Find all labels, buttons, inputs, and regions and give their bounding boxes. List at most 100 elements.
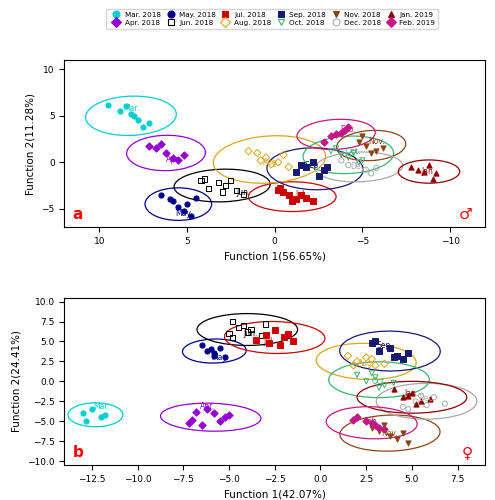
Point (390, 379, 397, 387)
Point (104, 100, 112, 108)
Point (390, 386, 397, 394)
Point (225, 411, 233, 419)
Point (353, 371, 361, 379)
Point (192, 408, 200, 416)
Point (267, 160, 275, 168)
Point (174, 156, 182, 164)
Point (284, 330, 292, 338)
Point (218, 188, 226, 196)
Point (381, 421, 389, 429)
Point (432, 170, 440, 177)
Point (222, 182, 230, 190)
Text: Feb.: Feb. (341, 125, 356, 134)
Point (371, 374, 379, 382)
Point (210, 350, 218, 358)
Point (285, 191, 293, 199)
Point (390, 354, 397, 362)
Point (257, 156, 265, 164)
Point (404, 440, 412, 448)
Point (288, 198, 296, 205)
Point (426, 395, 434, 403)
Point (198, 421, 205, 429)
Text: Mar.: Mar. (93, 402, 109, 411)
Point (127, 110, 135, 118)
Text: Feb.: Feb. (364, 416, 380, 426)
Point (302, 163, 310, 171)
Point (309, 198, 317, 205)
Point (315, 172, 323, 180)
Point (197, 177, 205, 185)
Point (122, 102, 130, 110)
Point (274, 186, 282, 194)
Point (355, 158, 363, 166)
Point (187, 212, 195, 220)
Point (349, 416, 357, 424)
Text: a: a (73, 207, 83, 222)
Point (297, 191, 305, 199)
Point (417, 392, 425, 400)
Point (258, 331, 266, 339)
Point (371, 421, 379, 429)
Point (368, 339, 376, 347)
Point (386, 432, 394, 440)
Point (399, 355, 407, 363)
Point (332, 144, 340, 152)
Text: Oct.: Oct. (346, 146, 361, 156)
Point (404, 392, 412, 400)
Point (414, 166, 422, 173)
Point (292, 196, 299, 203)
Point (367, 149, 375, 157)
Point (358, 132, 366, 140)
Point (189, 416, 197, 424)
Point (375, 424, 383, 432)
X-axis label: Function 1(42.07%): Function 1(42.07%) (224, 490, 326, 500)
Point (394, 352, 401, 360)
Point (221, 413, 229, 421)
Point (430, 394, 438, 402)
Point (165, 196, 173, 203)
Point (203, 347, 211, 355)
Point (274, 158, 282, 166)
Point (134, 116, 142, 124)
Point (262, 154, 270, 162)
Text: May.: May. (175, 209, 192, 218)
Point (145, 142, 152, 150)
Point (232, 186, 240, 194)
Point (353, 358, 361, 366)
Point (320, 138, 328, 146)
Point (320, 166, 328, 173)
Point (180, 206, 188, 214)
Point (441, 400, 449, 407)
Point (145, 119, 152, 127)
Point (216, 344, 224, 352)
Point (289, 338, 297, 345)
Text: May.: May. (211, 353, 228, 362)
Point (252, 336, 260, 344)
Text: Oct.: Oct. (371, 377, 387, 386)
Text: Aug.: Aug. (262, 158, 280, 167)
Text: Sep.: Sep. (305, 160, 322, 170)
Text: Nov.: Nov. (368, 138, 385, 146)
Text: Nov.: Nov. (382, 428, 398, 438)
Point (245, 147, 252, 155)
Point (358, 156, 366, 164)
Point (381, 360, 389, 368)
Text: b: b (73, 444, 84, 460)
Point (323, 163, 331, 171)
Point (375, 384, 383, 392)
Point (253, 149, 261, 157)
Point (349, 362, 357, 370)
Point (355, 138, 363, 146)
Point (203, 405, 211, 413)
Point (362, 142, 370, 150)
Text: Apr.: Apr. (165, 155, 181, 164)
Point (276, 342, 284, 349)
Point (139, 123, 147, 131)
Point (216, 417, 224, 425)
Point (292, 168, 299, 175)
Point (338, 156, 346, 164)
X-axis label: Function 1(56.65%): Function 1(56.65%) (224, 252, 326, 262)
Point (368, 424, 376, 432)
Point (210, 409, 218, 417)
Point (368, 370, 376, 378)
